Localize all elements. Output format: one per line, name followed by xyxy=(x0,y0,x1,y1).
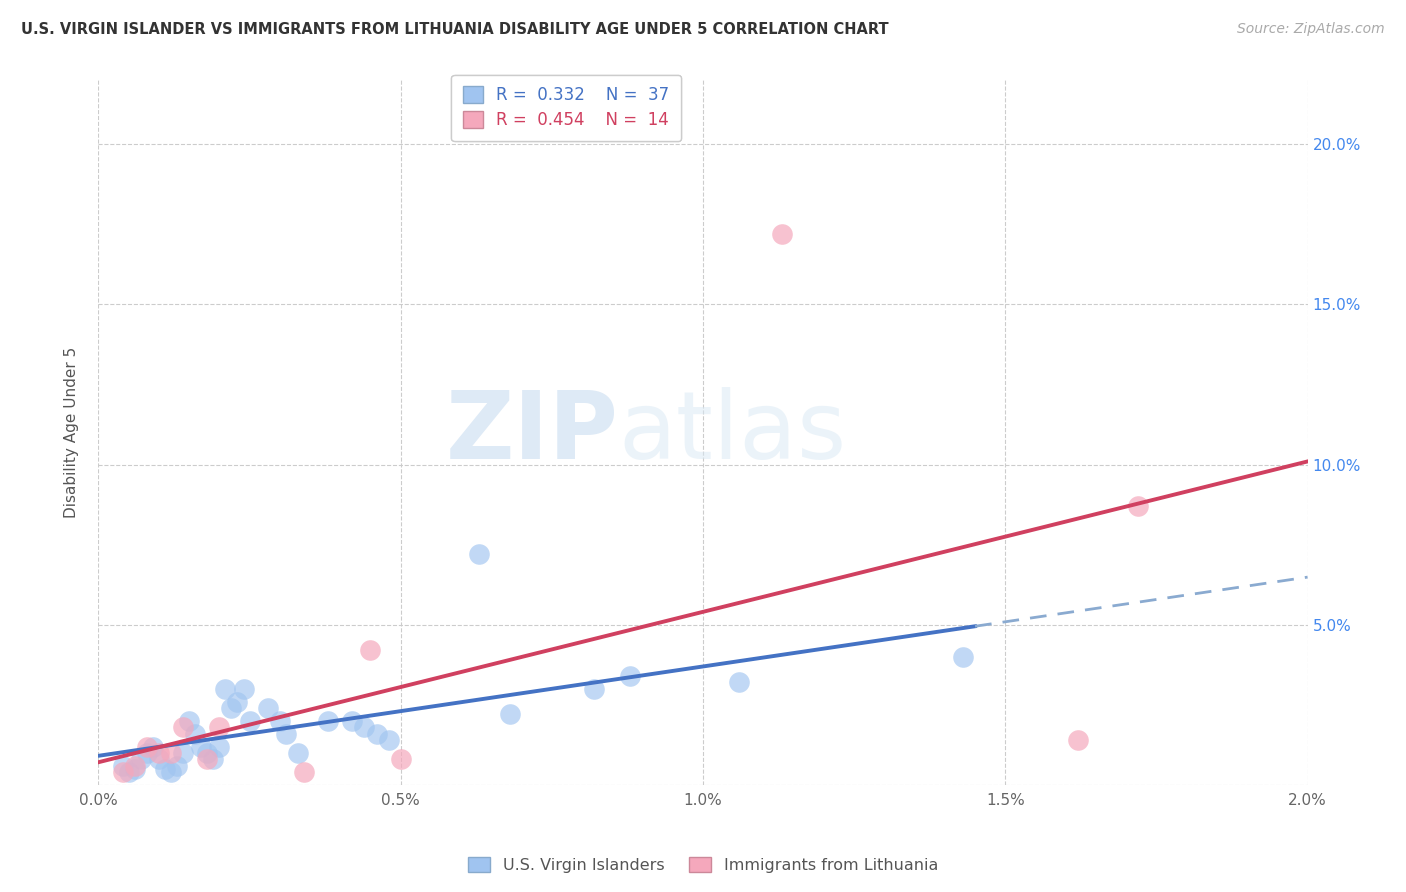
Point xyxy=(118,765,141,780)
Point xyxy=(142,739,165,754)
Point xyxy=(389,752,412,766)
Point xyxy=(256,701,278,715)
Legend: R =  0.332    N =  37, R =  0.454    N =  14: R = 0.332 N = 37, R = 0.454 N = 14 xyxy=(451,75,681,141)
Point xyxy=(1067,733,1090,747)
Point xyxy=(184,727,207,741)
Point xyxy=(287,746,309,760)
Point xyxy=(208,720,231,734)
Point xyxy=(172,720,194,734)
Point xyxy=(195,752,218,766)
Point xyxy=(214,681,236,696)
Point xyxy=(135,739,157,754)
Point xyxy=(1128,500,1150,514)
Point xyxy=(292,765,315,780)
Point xyxy=(619,669,641,683)
Point xyxy=(226,695,249,709)
Point xyxy=(190,739,212,754)
Point xyxy=(952,649,974,664)
Point xyxy=(377,733,399,747)
Point xyxy=(166,758,188,772)
Point xyxy=(498,707,520,722)
Point xyxy=(160,746,183,760)
Point xyxy=(111,758,134,772)
Point xyxy=(274,727,297,741)
Point xyxy=(129,752,152,766)
Point xyxy=(135,746,157,760)
Point xyxy=(770,227,793,241)
Point xyxy=(179,714,201,728)
Point xyxy=(148,752,170,766)
Point xyxy=(366,727,388,741)
Point xyxy=(360,643,382,657)
Point xyxy=(232,681,254,696)
Point xyxy=(172,746,194,760)
Point xyxy=(160,765,183,780)
Point xyxy=(583,681,606,696)
Legend: U.S. Virgin Islanders, Immigrants from Lithuania: U.S. Virgin Islanders, Immigrants from L… xyxy=(461,851,945,880)
Y-axis label: Disability Age Under 5: Disability Age Under 5 xyxy=(65,347,79,518)
Point xyxy=(269,714,291,728)
Point xyxy=(353,720,375,734)
Text: U.S. VIRGIN ISLANDER VS IMMIGRANTS FROM LITHUANIA DISABILITY AGE UNDER 5 CORRELA: U.S. VIRGIN ISLANDER VS IMMIGRANTS FROM … xyxy=(21,22,889,37)
Point xyxy=(111,765,134,780)
Point xyxy=(208,739,231,754)
Point xyxy=(316,714,339,728)
Point xyxy=(124,758,146,772)
Text: atlas: atlas xyxy=(619,386,846,479)
Point xyxy=(221,701,243,715)
Point xyxy=(239,714,262,728)
Point xyxy=(153,762,176,776)
Point xyxy=(148,746,170,760)
Point xyxy=(728,675,751,690)
Text: ZIP: ZIP xyxy=(446,386,619,479)
Point xyxy=(202,752,225,766)
Point xyxy=(342,714,364,728)
Point xyxy=(468,547,491,561)
Point xyxy=(124,762,146,776)
Text: Source: ZipAtlas.com: Source: ZipAtlas.com xyxy=(1237,22,1385,37)
Point xyxy=(195,746,218,760)
